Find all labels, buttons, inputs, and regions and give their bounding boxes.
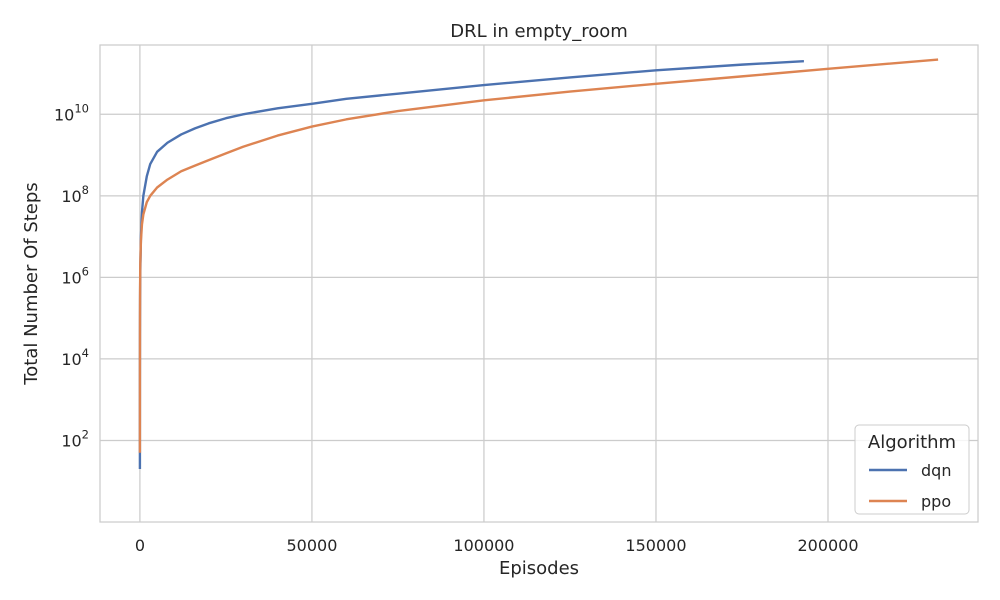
x-tick-label: 100000 [453,536,514,555]
x-axis-ticks: 0 50000 100000 150000 200000 [135,536,859,555]
legend-title: Algorithm [868,432,956,453]
x-tick-label: 0 [135,536,145,555]
x-tick-label: 200000 [797,536,858,555]
series-line-ppo [138,58,939,453]
y-tick-label: 1010 [54,101,89,124]
y-axis-ticks: 102 104 106 108 1010 [54,101,89,450]
legend-label-dqn: dqn [921,461,951,480]
y-axis-title: Total Number Of Steps [21,182,42,385]
legend-label-ppo: ppo [921,492,951,511]
series-lines [138,58,939,469]
y-tick-label: 108 [61,183,89,206]
grid [100,45,978,522]
x-tick-label: 150000 [625,536,686,555]
chart-title: DRL in empty_room [450,21,628,42]
y-tick-label: 104 [61,346,89,369]
y-tick-label: 106 [61,264,89,287]
y-tick-label: 102 [61,427,89,450]
legend: Algorithm dqn ppo [854,424,970,515]
plot-area [99,44,979,523]
legend-box [854,424,970,515]
x-tick-label: 50000 [286,536,337,555]
x-axis-title: Episodes [499,558,579,579]
